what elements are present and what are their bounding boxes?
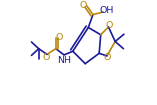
Text: O: O <box>106 21 113 30</box>
Text: O: O <box>104 53 111 62</box>
Text: O: O <box>43 53 50 62</box>
Text: O: O <box>80 1 87 10</box>
Text: OH: OH <box>99 7 114 15</box>
Text: NH: NH <box>58 56 72 65</box>
Text: O: O <box>55 33 62 42</box>
